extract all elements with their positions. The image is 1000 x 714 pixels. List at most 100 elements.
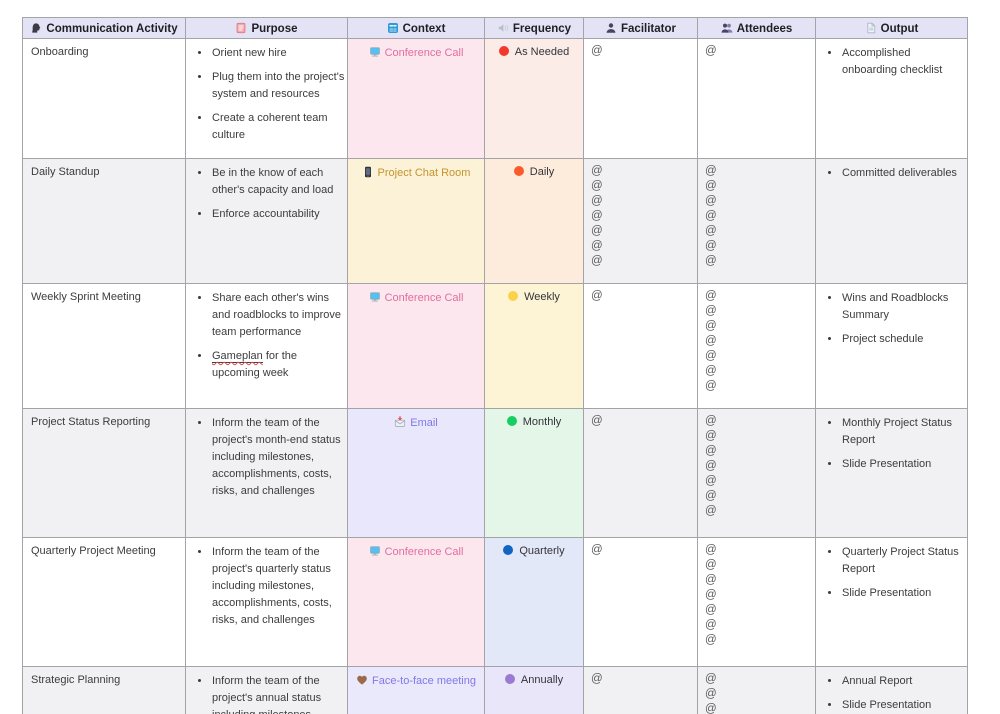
cell-purpose[interactable]: Inform the team of the project's quarter… [185, 537, 348, 667]
activity-label: Daily Standup [31, 166, 100, 178]
mention-chip[interactable]: @ [591, 415, 603, 427]
mention-chip[interactable]: @ [591, 673, 603, 685]
cell-facilitator[interactable]: @ [583, 537, 698, 667]
cell-attendees[interactable]: @ @ @ [697, 666, 816, 714]
mention-chip[interactable]: @ [705, 544, 717, 556]
column-header-purpose[interactable]: Purpose [185, 17, 348, 39]
column-header-facilitator[interactable]: Facilitator [583, 17, 698, 39]
mention-chip[interactable]: @ [705, 574, 717, 586]
mention-chip[interactable]: @ [591, 195, 603, 207]
output-item: Annual Report [841, 673, 967, 690]
cell-attendees[interactable]: @ @ @ @ @ @ @ [697, 158, 816, 284]
mention-chip[interactable]: @ [705, 475, 717, 487]
cell-facilitator[interactable]: @ [583, 38, 698, 159]
purpose-item: Share each other's wins and roadblocks t… [211, 290, 347, 341]
column-header-frequency[interactable]: Frequency [484, 17, 584, 39]
cell-context[interactable]: Conference Call [347, 38, 485, 159]
cell-attendees[interactable]: @ @ @ @ @ @ @ [697, 537, 816, 667]
cell-output[interactable]: Monthly Project Status Report Slide Prese… [815, 408, 968, 538]
cell-purpose[interactable]: Be in the know of each other's capacity … [185, 158, 348, 284]
cell-output[interactable]: Wins and Roadblocks Summary Project sched… [815, 283, 968, 409]
mention-chip[interactable]: @ [705, 350, 717, 362]
mention-chip[interactable]: @ [705, 320, 717, 332]
cell-frequency[interactable]: Quarterly [484, 537, 584, 667]
cell-attendees[interactable]: @ @ @ @ @ @ @ [697, 408, 816, 538]
column-header-communication-activity[interactable]: Communication Activity [22, 17, 186, 39]
cell-frequency[interactable]: As Needed [484, 38, 584, 159]
mention-chip[interactable]: @ [705, 290, 717, 302]
column-header-context[interactable]: Context [347, 17, 485, 39]
mention-chip[interactable]: @ [705, 634, 717, 646]
cell-context[interactable]: Email [347, 408, 485, 538]
mention-chip[interactable]: @ [705, 604, 717, 616]
mention-chip[interactable]: @ [705, 490, 717, 502]
mention-chip[interactable]: @ [705, 255, 717, 267]
cell-facilitator[interactable]: @ [583, 283, 698, 409]
mention-chip[interactable]: @ [705, 210, 717, 222]
mention-chip[interactable]: @ [591, 45, 603, 57]
mention-chip[interactable]: @ [705, 460, 717, 472]
cell-facilitator[interactable]: @ [583, 408, 698, 538]
mention-chip[interactable]: @ [705, 589, 717, 601]
mention-chip[interactable]: @ [591, 165, 603, 177]
cell-frequency[interactable]: Annually [484, 666, 584, 714]
cell-purpose[interactable]: Orient new hire Plug them into the projec… [185, 38, 348, 159]
mention-chip[interactable]: @ [705, 180, 717, 192]
mention-chip[interactable]: @ [705, 335, 717, 347]
cell-purpose[interactable]: Inform the team of the project's annual … [185, 666, 348, 714]
cell-frequency[interactable]: Monthly [484, 408, 584, 538]
mention-chip[interactable]: @ [705, 195, 717, 207]
mention-chip[interactable]: @ [591, 225, 603, 237]
mention-chip[interactable]: @ [591, 240, 603, 252]
cell-activity[interactable]: Strategic Planning [22, 666, 186, 714]
mention-chip[interactable]: @ [705, 305, 717, 317]
cell-output[interactable]: Quarterly Project Status Report Slide Pre… [815, 537, 968, 667]
mention-chip[interactable]: @ [705, 430, 717, 442]
mention-chip[interactable]: @ [591, 210, 603, 222]
mention-chip[interactable]: @ [705, 365, 717, 377]
mention-chip[interactable]: @ [705, 688, 717, 700]
mention-chip[interactable]: @ [705, 703, 717, 714]
cell-frequency[interactable]: Weekly [484, 283, 584, 409]
cell-purpose[interactable]: Share each other's wins and roadblocks t… [185, 283, 348, 409]
mention-chip[interactable]: @ [705, 673, 717, 685]
cell-context[interactable]: Conference Call [347, 537, 485, 667]
cell-activity[interactable]: Quarterly Project Meeting [22, 537, 186, 667]
cell-context[interactable]: Face-to-face meeting [347, 666, 485, 714]
context-chip: Face-to-face meeting [356, 675, 476, 687]
cell-output[interactable]: Accomplished onboarding checklist [815, 38, 968, 159]
mention-chip[interactable]: @ [705, 445, 717, 457]
cell-activity[interactable]: Daily Standup [22, 158, 186, 284]
table-header-row: Communication Activity Purpose Context Freq… [22, 17, 968, 39]
cell-facilitator[interactable]: @ [583, 666, 698, 714]
mention-chip[interactable]: @ [705, 619, 717, 631]
cell-context[interactable]: Conference Call [347, 283, 485, 409]
mention-chip[interactable]: @ [705, 380, 717, 392]
mention-chip[interactable]: @ [591, 180, 603, 192]
mention-chip[interactable]: @ [591, 255, 603, 267]
cell-activity[interactable]: Onboarding [22, 38, 186, 159]
mention-chip[interactable]: @ [591, 544, 603, 556]
mention-chip[interactable]: @ [705, 559, 717, 571]
cell-context[interactable]: Project Chat Room [347, 158, 485, 284]
mention-chip[interactable]: @ [705, 165, 717, 177]
mention-chip[interactable]: @ [705, 240, 717, 252]
column-header-attendees[interactable]: Attendees [697, 17, 816, 39]
column-header-output[interactable]: Output [815, 17, 968, 39]
cell-attendees[interactable]: @ @ @ @ @ @ @ [697, 283, 816, 409]
cell-activity[interactable]: Project Status Reporting [22, 408, 186, 538]
cell-facilitator[interactable]: @ @ @ @ @ @ @ [583, 158, 698, 284]
mention-chip[interactable]: @ [705, 225, 717, 237]
cell-frequency[interactable]: Daily [484, 158, 584, 284]
mention-chip[interactable]: @ [591, 290, 603, 302]
cell-output[interactable]: Annual Report Slide Presentation [815, 666, 968, 714]
purpose-item: Enforce accountability [211, 206, 347, 223]
mention-chip[interactable]: @ [705, 505, 717, 517]
cell-attendees[interactable]: @ [697, 38, 816, 159]
column-header-label: Output [880, 23, 919, 35]
mention-chip[interactable]: @ [705, 45, 717, 57]
cell-activity[interactable]: Weekly Sprint Meeting [22, 283, 186, 409]
cell-purpose[interactable]: Inform the team of the project's month-e… [185, 408, 348, 538]
cell-output[interactable]: Committed deliverables [815, 158, 968, 284]
mention-chip[interactable]: @ [705, 415, 717, 427]
